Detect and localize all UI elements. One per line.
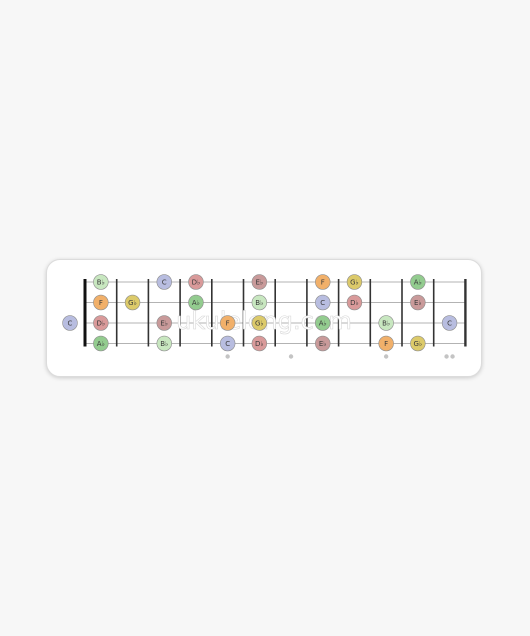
note-circle	[124, 294, 141, 311]
note-label: A♭	[414, 279, 422, 287]
note-label: G♭	[255, 320, 264, 328]
note-circle	[315, 294, 331, 311]
note-label: C	[447, 320, 452, 328]
note-circle	[410, 335, 426, 352]
note-label: F	[384, 340, 388, 348]
note-circle	[410, 274, 426, 290]
note-label: B♭	[255, 299, 263, 307]
note-label: D♭	[96, 320, 105, 328]
note-circle	[441, 315, 458, 331]
note-Gb-fret-2-string-1: G♭	[124, 294, 141, 311]
fretboard-diagram: ukuleleng.comCB♭FD♭A♭G♭CE♭B♭D♭A♭FCE♭B♭G♭…	[62, 274, 467, 359]
fret-marker-dot	[288, 354, 294, 359]
note-label: D♭	[350, 299, 359, 307]
note-circle	[156, 315, 172, 331]
note-label: G♭	[413, 340, 422, 348]
note-label: C	[162, 279, 167, 287]
note-circle	[188, 294, 204, 311]
fret-marker-dot	[444, 354, 449, 359]
note-circle	[62, 315, 78, 331]
note-label: E♭	[319, 340, 327, 348]
note-label: A♭	[192, 299, 200, 307]
note-Bb-fret-3-string-3: B♭	[156, 335, 172, 352]
note-label: D♭	[192, 279, 201, 287]
note-circle	[156, 274, 172, 290]
note-Gb-fret-6-string-2: G♭	[251, 315, 268, 331]
note-label: E♭	[160, 320, 168, 328]
note-circle	[93, 294, 109, 311]
note-label: E♭	[414, 299, 422, 307]
fretboard-sticker: ukuleleng.comCB♭FD♭A♭G♭CE♭B♭D♭A♭FCE♭B♭G♭…	[46, 259, 482, 377]
note-Gb-fret-9-string-0: G♭	[346, 274, 363, 290]
note-label: F	[226, 320, 230, 328]
note-C-fret-8-string-1: C	[315, 294, 331, 311]
fret-marker-dot	[225, 354, 230, 359]
note-Db-fret-4-string-0: D♭	[188, 274, 204, 290]
note-circle	[315, 315, 331, 331]
note-circle	[315, 274, 331, 290]
note-F-fret-5-string-2: F	[219, 315, 236, 331]
note-circle	[251, 335, 268, 352]
note-Db-fret-6-string-3: D♭	[251, 335, 268, 352]
note-Db-fret-9-string-1: D♭	[346, 294, 363, 311]
note-label: B♭	[97, 279, 105, 287]
note-label: F	[99, 299, 103, 307]
note-label: C	[225, 340, 230, 348]
note-F-fret-1-string-1: F	[93, 294, 109, 311]
note-circle	[251, 294, 268, 311]
note-label: F	[321, 279, 325, 287]
note-label: C	[68, 320, 73, 328]
note-C-fret-5-string-3: C	[219, 335, 236, 352]
note-Ab-fret-1-string-3: A♭	[93, 335, 109, 352]
note-label: G♭	[350, 279, 359, 287]
note-Eb-fret-3-string-2: E♭	[156, 315, 172, 331]
note-circle	[93, 315, 109, 331]
note-circle	[219, 315, 236, 331]
note-label: C	[320, 299, 325, 307]
note-circle	[378, 335, 394, 352]
fret-marker-dot	[450, 354, 455, 359]
note-Ab-fret-4-string-1: A♭	[188, 294, 204, 311]
note-Bb-fret-6-string-1: B♭	[251, 294, 268, 311]
note-C-fret-0-string-2: C	[62, 315, 78, 331]
fret-marker-dot	[383, 354, 389, 359]
note-Eb-fret-11-string-1: E♭	[410, 294, 426, 311]
note-Ab-fret-11-string-0: A♭	[410, 274, 426, 290]
note-label: A♭	[319, 320, 327, 328]
note-circle	[378, 315, 394, 331]
note-Gb-fret-11-string-3: G♭	[410, 335, 426, 352]
note-Eb-fret-6-string-0: E♭	[251, 274, 268, 290]
note-circle	[93, 335, 109, 352]
note-label: G♭	[128, 299, 137, 307]
note-Ab-fret-8-string-2: A♭	[315, 315, 331, 331]
note-Db-fret-1-string-2: D♭	[93, 315, 109, 331]
note-circle	[251, 274, 268, 290]
note-circle	[346, 294, 363, 311]
note-label: B♭	[160, 340, 168, 348]
note-label: A♭	[97, 340, 105, 348]
note-label: E♭	[255, 279, 263, 287]
note-F-fret-10-string-3: F	[378, 335, 394, 352]
note-F-fret-8-string-0: F	[315, 274, 331, 290]
note-Bb-fret-10-string-2: B♭	[378, 315, 394, 331]
note-C-fret-12-string-2: C	[441, 315, 458, 331]
note-circle	[156, 335, 172, 352]
note-circle	[188, 274, 204, 290]
note-C-fret-3-string-0: C	[156, 274, 172, 290]
note-Bb-fret-1-string-0: B♭	[93, 274, 109, 290]
note-circle	[410, 294, 426, 311]
note-circle	[93, 274, 109, 290]
note-circle	[251, 315, 268, 331]
note-circle	[219, 335, 236, 352]
note-label: B♭	[382, 320, 390, 328]
note-Eb-fret-8-string-3: E♭	[315, 335, 331, 352]
note-label: D♭	[255, 340, 264, 348]
note-circle	[315, 335, 331, 352]
note-circle	[346, 274, 363, 290]
